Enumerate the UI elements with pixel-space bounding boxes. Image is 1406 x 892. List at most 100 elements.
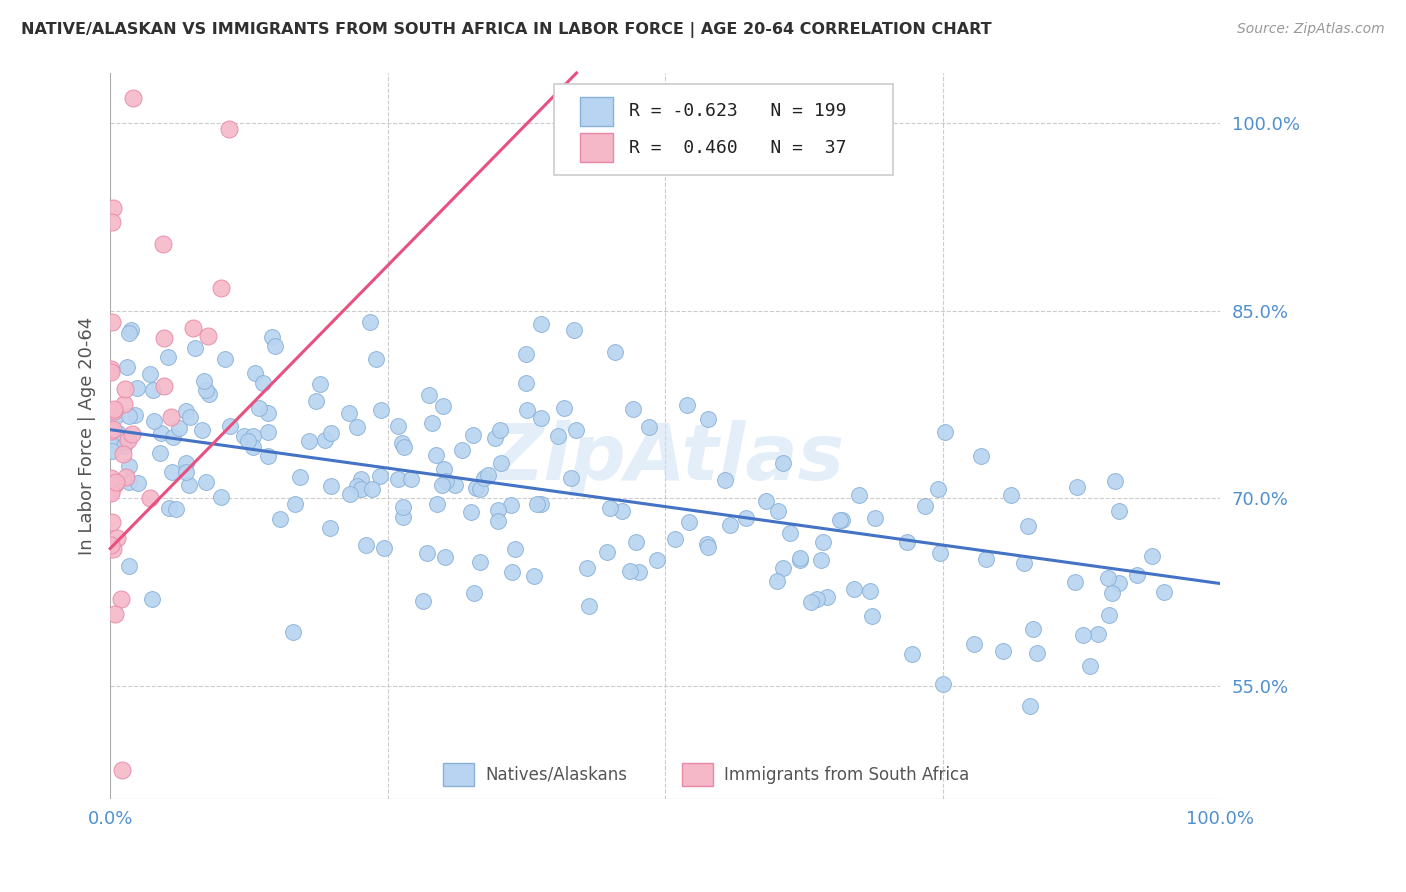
Point (350, 472, 373, 486)
Point (432, 478, 454, 492)
Point (160, 466, 183, 480)
Point (366, 351, 388, 366)
Point (100, 362, 122, 376)
Point (162, 430, 184, 444)
Point (104, 476, 127, 491)
Text: Immigrants from South Africa: Immigrants from South Africa (724, 766, 969, 784)
Point (321, 425, 343, 440)
Point (420, 417, 443, 431)
Point (257, 449, 280, 463)
Point (117, 433, 139, 447)
Point (101, 443, 124, 458)
Point (530, 498, 553, 512)
Point (195, 383, 218, 397)
Point (314, 433, 336, 447)
Point (599, 501, 621, 516)
Point (391, 436, 413, 450)
Point (755, 494, 778, 508)
Point (619, 564, 641, 578)
Point (932, 677, 955, 691)
Point (806, 592, 828, 607)
Point (800, 595, 823, 609)
Point (191, 423, 214, 437)
Point (354, 538, 377, 552)
Point (232, 429, 254, 443)
Point (432, 462, 454, 476)
Point (477, 468, 499, 483)
Point (412, 593, 434, 607)
Point (110, 592, 132, 607)
Point (1153, 584, 1175, 599)
Point (970, 449, 993, 463)
Point (974, 552, 997, 566)
Point (252, 376, 274, 390)
Point (664, 533, 686, 547)
Point (174, 456, 197, 470)
Point (104, 607, 127, 622)
Point (346, 420, 368, 434)
Point (309, 377, 332, 392)
Point (1000, 488, 1022, 502)
Point (434, 474, 457, 488)
Point (772, 561, 794, 575)
Point (1017, 519, 1039, 533)
Point (165, 502, 187, 516)
Point (269, 512, 291, 526)
Point (149, 446, 172, 460)
Point (339, 487, 361, 501)
Point (111, 447, 134, 461)
Point (1108, 504, 1130, 518)
Point (211, 490, 233, 504)
Point (842, 582, 865, 596)
Point (209, 281, 232, 295)
Point (121, 426, 143, 441)
Point (319, 520, 342, 534)
Point (678, 516, 700, 530)
Point (486, 514, 509, 528)
Point (645, 553, 668, 567)
Point (515, 347, 537, 361)
Point (1026, 646, 1049, 660)
Point (696, 537, 718, 551)
Point (112, 397, 135, 411)
Point (575, 561, 598, 575)
Point (562, 323, 585, 337)
Point (766, 574, 789, 588)
Point (596, 544, 619, 558)
Point (547, 429, 569, 443)
Point (112, 434, 135, 449)
FancyBboxPatch shape (579, 133, 613, 162)
Point (118, 458, 141, 473)
Point (1097, 571, 1119, 585)
Point (100, 483, 122, 498)
Point (578, 599, 600, 613)
Point (242, 441, 264, 455)
Point (100, 471, 122, 485)
Point (815, 590, 838, 604)
FancyBboxPatch shape (682, 764, 713, 787)
FancyBboxPatch shape (554, 84, 893, 175)
Point (263, 339, 285, 353)
Point (359, 314, 381, 328)
Point (1142, 549, 1164, 563)
Point (218, 121, 240, 136)
Point (360, 482, 382, 496)
Point (516, 403, 538, 417)
Point (1022, 622, 1045, 636)
Point (1126, 568, 1149, 582)
Point (117, 359, 139, 374)
Point (503, 542, 526, 557)
Point (387, 472, 409, 486)
Point (281, 624, 304, 639)
Point (1012, 556, 1035, 570)
Point (122, 91, 145, 105)
Point (621, 401, 644, 416)
Point (735, 511, 758, 525)
Point (432, 399, 454, 413)
Point (1101, 586, 1123, 600)
Point (100, 538, 122, 552)
Point (603, 344, 626, 359)
Point (181, 321, 204, 335)
Point (103, 541, 125, 556)
Point (100, 516, 122, 530)
